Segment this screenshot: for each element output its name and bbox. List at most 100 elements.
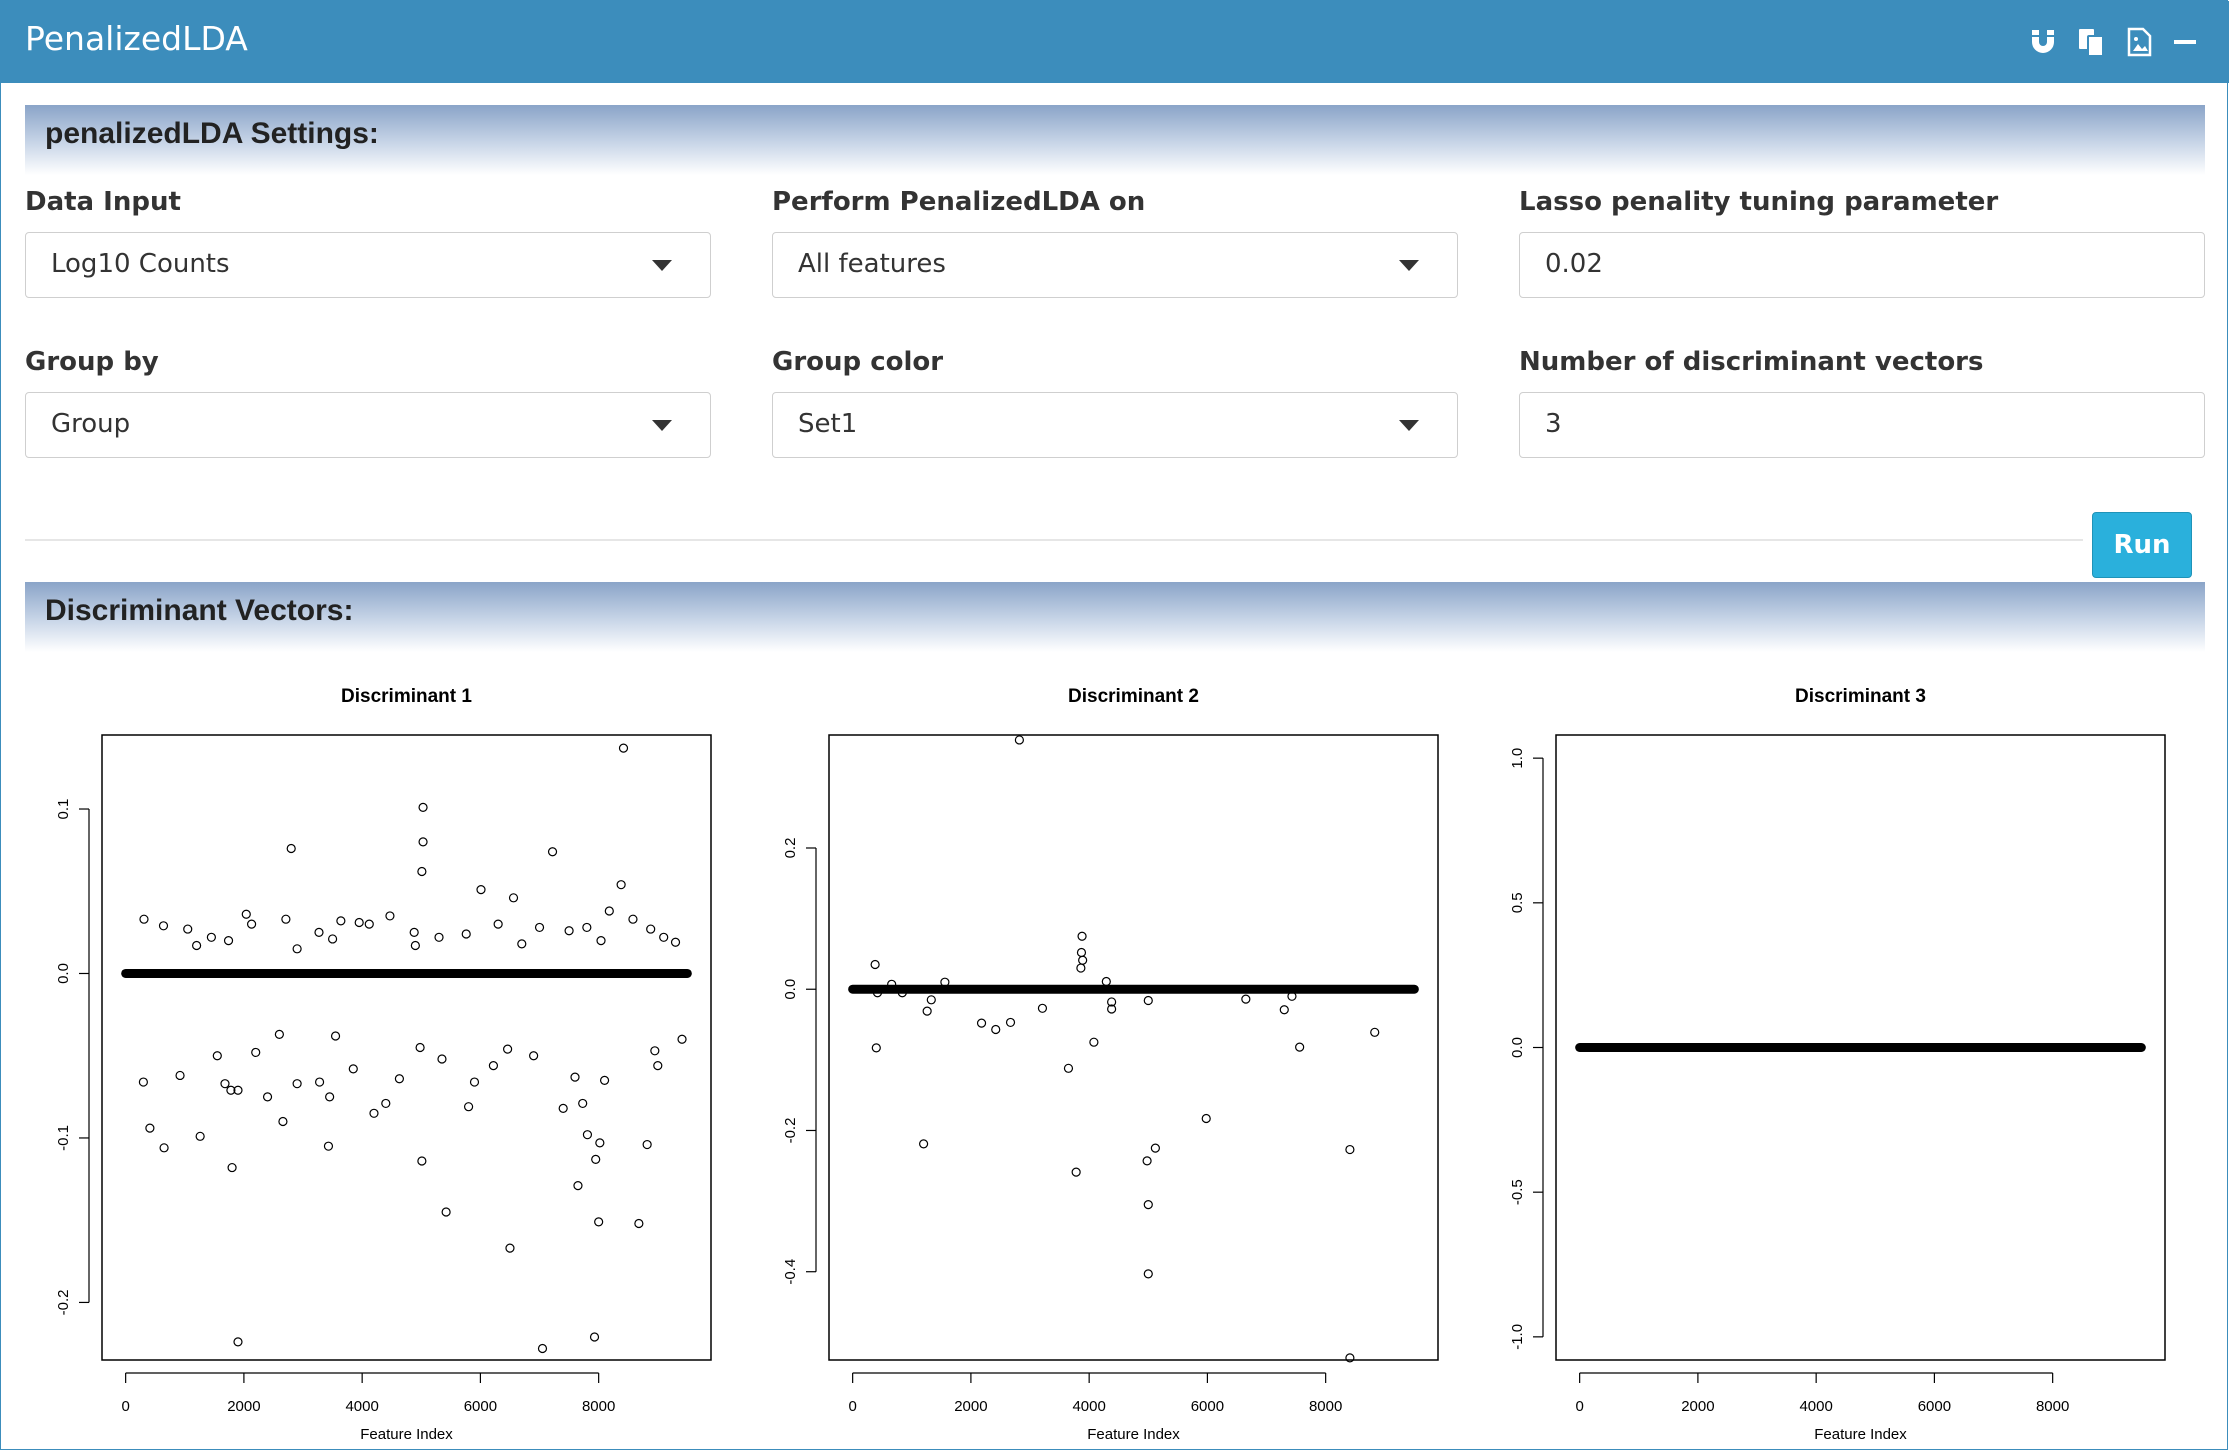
data-point xyxy=(314,1077,325,1087)
data-point xyxy=(488,1060,499,1071)
data-point xyxy=(517,939,527,949)
data-point xyxy=(251,1047,261,1058)
data-point xyxy=(940,977,950,987)
results-heading-text: Discriminant Vectors: xyxy=(45,594,354,627)
x-tick-label: 8000 xyxy=(2036,1398,2069,1415)
data-point xyxy=(286,843,296,854)
data-input-select[interactable]: Log10 Counts xyxy=(25,232,711,298)
data-point xyxy=(1345,1144,1355,1155)
data-point xyxy=(410,940,420,951)
data-point xyxy=(582,922,592,933)
num-vectors-input[interactable]: 3 xyxy=(1519,392,2205,458)
data-point xyxy=(463,1102,474,1112)
data-point xyxy=(394,1074,405,1084)
group-by-value: Group xyxy=(51,409,131,439)
data-point xyxy=(1279,1005,1289,1015)
data-point xyxy=(634,1218,644,1229)
plot-frame xyxy=(828,734,1439,1361)
data-point xyxy=(364,919,374,929)
data-point xyxy=(469,1077,480,1087)
group-color-select[interactable]: Set1 xyxy=(772,392,1458,458)
y-axis: -1.0 -0.5 0.0 0.5 1.0 xyxy=(1509,748,1544,1350)
lasso-input[interactable]: 0.02 xyxy=(1519,232,2205,298)
minimize-icon[interactable] xyxy=(2169,26,2201,58)
data-point xyxy=(659,932,669,942)
data-point xyxy=(1101,976,1111,987)
image-icon[interactable] xyxy=(2123,26,2155,58)
x-tick-label: 6000 xyxy=(1191,1398,1224,1415)
data-point xyxy=(1076,963,1086,973)
magnet-icon[interactable] xyxy=(2027,26,2059,58)
run-button[interactable]: Run xyxy=(2092,512,2192,578)
data-point xyxy=(158,921,169,931)
x-tick-label: 4000 xyxy=(1072,1398,1105,1415)
data-point xyxy=(582,1130,593,1140)
group-color-value: Set1 xyxy=(798,409,858,439)
data-point xyxy=(227,1162,237,1173)
perform-on-label: Perform PenalizedLDA on xyxy=(772,187,1146,217)
discriminant-2-plot: Discriminant 2 0 2000 4000 6000 8000 Feature I… xyxy=(782,686,1439,1443)
x-axis: 0 2000 4000 6000 8000 xyxy=(121,1372,615,1415)
data-point xyxy=(872,988,883,998)
data-point xyxy=(223,935,234,946)
chart-title: Discriminant 1 xyxy=(341,686,472,707)
data-point xyxy=(616,880,626,890)
data-point xyxy=(650,1046,660,1056)
y-axis: -0.4 -0.2 0.0 0.2 xyxy=(782,838,817,1285)
data-point xyxy=(991,1024,1001,1035)
data-point xyxy=(1143,1269,1153,1279)
chart-title: Discriminant 3 xyxy=(1795,686,1926,707)
x-tick-label: 0 xyxy=(1575,1398,1583,1415)
chevron-down-icon xyxy=(1399,260,1419,271)
data-point xyxy=(670,937,681,947)
data-point xyxy=(919,1139,929,1149)
data-point xyxy=(976,1018,987,1028)
data-point xyxy=(677,1034,687,1044)
num-vectors-label: Number of discriminant vectors xyxy=(1519,347,1984,377)
data-point xyxy=(183,924,193,934)
data-point xyxy=(415,1042,425,1053)
data-point xyxy=(369,1108,379,1118)
x-tick-label: 0 xyxy=(121,1398,129,1415)
data-point xyxy=(604,906,614,916)
y-tick-label: -0.1 xyxy=(55,1125,72,1151)
data-point xyxy=(1370,1027,1380,1037)
data-point xyxy=(226,1085,236,1095)
copy-icon[interactable] xyxy=(2075,26,2107,58)
data-point xyxy=(1089,1037,1099,1047)
data-point xyxy=(206,932,216,942)
group-by-select[interactable]: Group xyxy=(25,392,711,458)
data-point xyxy=(871,1043,881,1053)
data-point xyxy=(628,914,638,924)
data-point xyxy=(330,1031,341,1041)
data-point xyxy=(1037,1003,1048,1013)
perform-on-select[interactable]: All features xyxy=(772,232,1458,298)
lasso-label: Lasso penality tuning parameter xyxy=(1519,187,1999,217)
panel-title: PenalizedLDA xyxy=(25,19,248,58)
y-tick-label: -0.4 xyxy=(782,1259,799,1285)
data-point xyxy=(437,1054,447,1064)
x-tick-label: 6000 xyxy=(464,1398,497,1415)
data-point xyxy=(599,1075,610,1085)
data-point xyxy=(558,1103,568,1113)
data-point xyxy=(653,1060,663,1071)
x-axis-label: Feature Index xyxy=(360,1426,453,1443)
data-point xyxy=(1150,1143,1160,1153)
data-point xyxy=(503,1044,513,1054)
group-color-label: Group color xyxy=(772,347,944,377)
data-point xyxy=(618,743,629,753)
data-point xyxy=(922,1006,932,1016)
data-point xyxy=(534,922,545,933)
data-point xyxy=(1287,991,1297,1001)
y-tick-label: -0.5 xyxy=(1509,1179,1526,1205)
chevron-down-icon xyxy=(652,260,672,271)
group-by-label: Group by xyxy=(25,347,159,377)
y-tick-label: 0.5 xyxy=(1509,892,1526,913)
data-point xyxy=(1078,955,1088,965)
data-point xyxy=(1241,994,1251,1004)
data-point xyxy=(192,940,202,951)
data-point xyxy=(493,919,503,929)
y-axis: -0.2 -0.1 0.0 0.1 xyxy=(55,799,90,1315)
data-point xyxy=(281,914,291,924)
